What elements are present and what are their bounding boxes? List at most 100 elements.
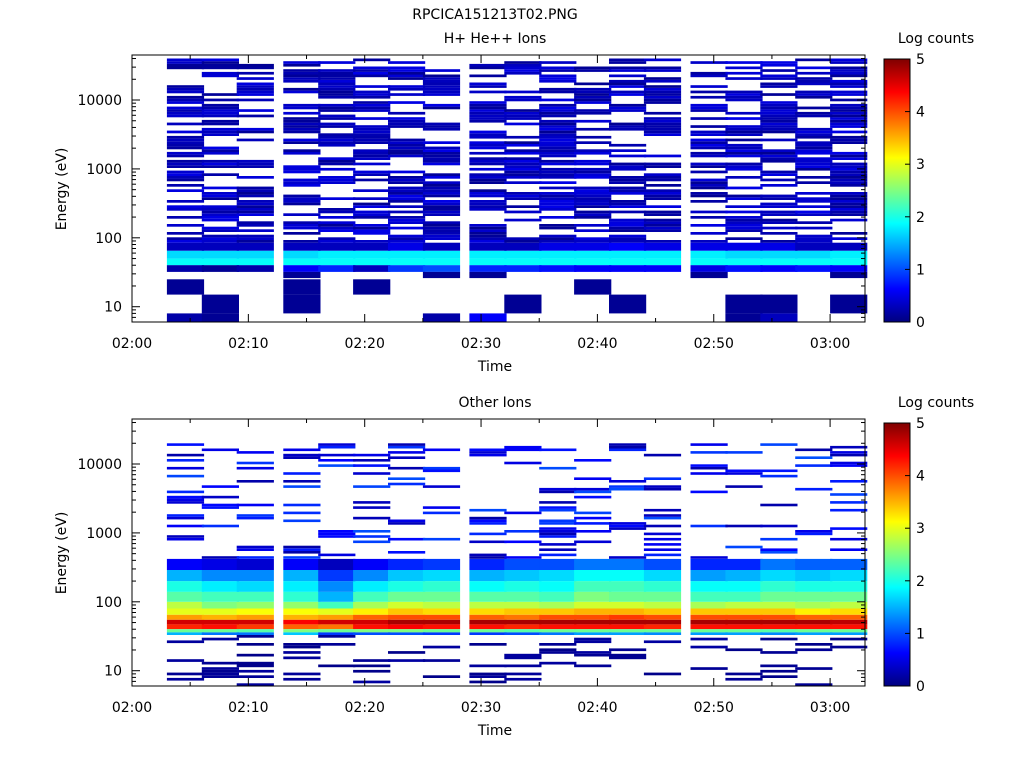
heatmap-cell: [318, 95, 356, 99]
heatmap-cell: [760, 154, 798, 158]
heatmap-cell: [795, 66, 833, 70]
heatmap-cell: [725, 218, 763, 222]
heatmap-cell: [201, 632, 239, 635]
heatmap-cell: [388, 194, 426, 198]
heatmap-cell: [388, 250, 426, 259]
heatmap-cell: [504, 677, 542, 681]
heatmap-cell: [760, 570, 798, 582]
heatmap-cell: [236, 635, 274, 638]
heatmap-cell: [388, 216, 426, 219]
heatmap-cell: [318, 114, 356, 118]
heatmap-cell: [353, 619, 391, 625]
heatmap-cell: [422, 313, 461, 322]
heatmap-cell: [469, 111, 507, 115]
heatmap-cell: [690, 143, 728, 147]
heatmap-cell: [201, 448, 239, 452]
heatmap-cell: [236, 205, 274, 208]
heatmap-cell: [201, 205, 239, 208]
heatmap-cell: [574, 213, 612, 216]
heatmap-cell: [760, 149, 798, 152]
heatmap-cell: [643, 119, 682, 123]
heatmap-cell: [643, 98, 682, 102]
heatmap-cell: [236, 71, 274, 75]
heatmap-cell: [236, 683, 274, 686]
heatmap-cell: [353, 85, 391, 88]
heatmap-cell: [236, 601, 274, 609]
heatmap-cell: [504, 63, 542, 67]
heatmap-cell: [166, 279, 205, 295]
heatmap-cell: [318, 157, 356, 160]
heatmap-cell: [422, 558, 461, 570]
heatmap-cell: [725, 138, 763, 142]
heatmap-cell: [574, 240, 612, 243]
heatmap-cell: [318, 240, 356, 243]
heatmap-cell: [353, 173, 391, 176]
heatmap-cell: [318, 181, 356, 184]
heatmap-cell: [795, 619, 833, 625]
heatmap-cell: [690, 61, 728, 64]
heatmap-cell: [643, 162, 682, 166]
heatmap-cell: [318, 558, 356, 570]
heatmap-cell: [725, 624, 763, 630]
heatmap-cell: [725, 186, 763, 190]
heatmap-cell: [283, 519, 321, 523]
heatmap-cell: [760, 130, 798, 134]
heatmap-cell: [166, 495, 205, 499]
heatmap-cell: [469, 242, 507, 251]
heatmap-cell: [283, 194, 321, 198]
heatmap-cell: [469, 208, 507, 211]
heatmap-cell: [469, 173, 507, 176]
heatmap-cell: [795, 240, 833, 243]
heatmap-cell: [830, 117, 868, 120]
heatmap-cell: [760, 226, 798, 230]
heatmap-cell: [504, 197, 542, 200]
heatmap-cell: [236, 109, 274, 112]
heatmap-cell: [539, 127, 577, 131]
heatmap-cell: [609, 149, 647, 152]
heatmap-cell: [318, 122, 356, 126]
heatmap-cell: [795, 570, 833, 582]
heatmap-cell: [353, 189, 391, 192]
heatmap-cell: [643, 570, 682, 582]
heatmap-cell: [353, 258, 391, 266]
heatmap-cell: [609, 624, 647, 630]
heatmap-cell: [353, 530, 391, 533]
heatmap-cell: [609, 82, 647, 86]
heatmap-cell: [236, 242, 274, 251]
heatmap-cell: [283, 608, 321, 615]
heatmap-cell: [236, 250, 274, 259]
heatmap-cell: [539, 648, 577, 652]
heatmap-cell: [795, 258, 833, 266]
heatmap-cell: [388, 591, 426, 602]
heatmap-cell: [690, 250, 728, 259]
heatmap-cell: [353, 135, 391, 139]
heatmap-cell: [318, 69, 356, 72]
heatmap-cell: [609, 653, 647, 657]
heatmap-cell: [283, 127, 321, 131]
heatmap-cell: [539, 591, 577, 602]
heatmap-cell: [236, 514, 274, 517]
heatmap-cell: [283, 141, 321, 144]
heatmap-cell: [539, 202, 577, 206]
heatmap-cell: [609, 181, 647, 184]
heatmap-cell: [318, 71, 356, 75]
colorbar-tick-label: 2: [916, 210, 925, 226]
heatmap-cell: [388, 138, 426, 142]
heatmap-cell: [469, 90, 507, 94]
heatmap-cell: [283, 456, 321, 459]
heatmap-cell: [353, 197, 391, 200]
heatmap-cell: [725, 130, 763, 134]
heatmap-cell: [690, 103, 728, 107]
heatmap-cell: [760, 524, 798, 528]
heatmap-cell: [539, 548, 577, 551]
heatmap-cell: [760, 232, 798, 235]
heatmap-cell: [283, 453, 321, 457]
heatmap-cell: [830, 451, 868, 454]
heatmap-cell: [236, 165, 274, 168]
heatmap-cell: [760, 63, 798, 67]
heatmap-cell: [643, 242, 682, 251]
heatmap-cell: [283, 651, 321, 654]
heatmap-cell: [201, 242, 239, 251]
heatmap-cell: [643, 508, 682, 512]
